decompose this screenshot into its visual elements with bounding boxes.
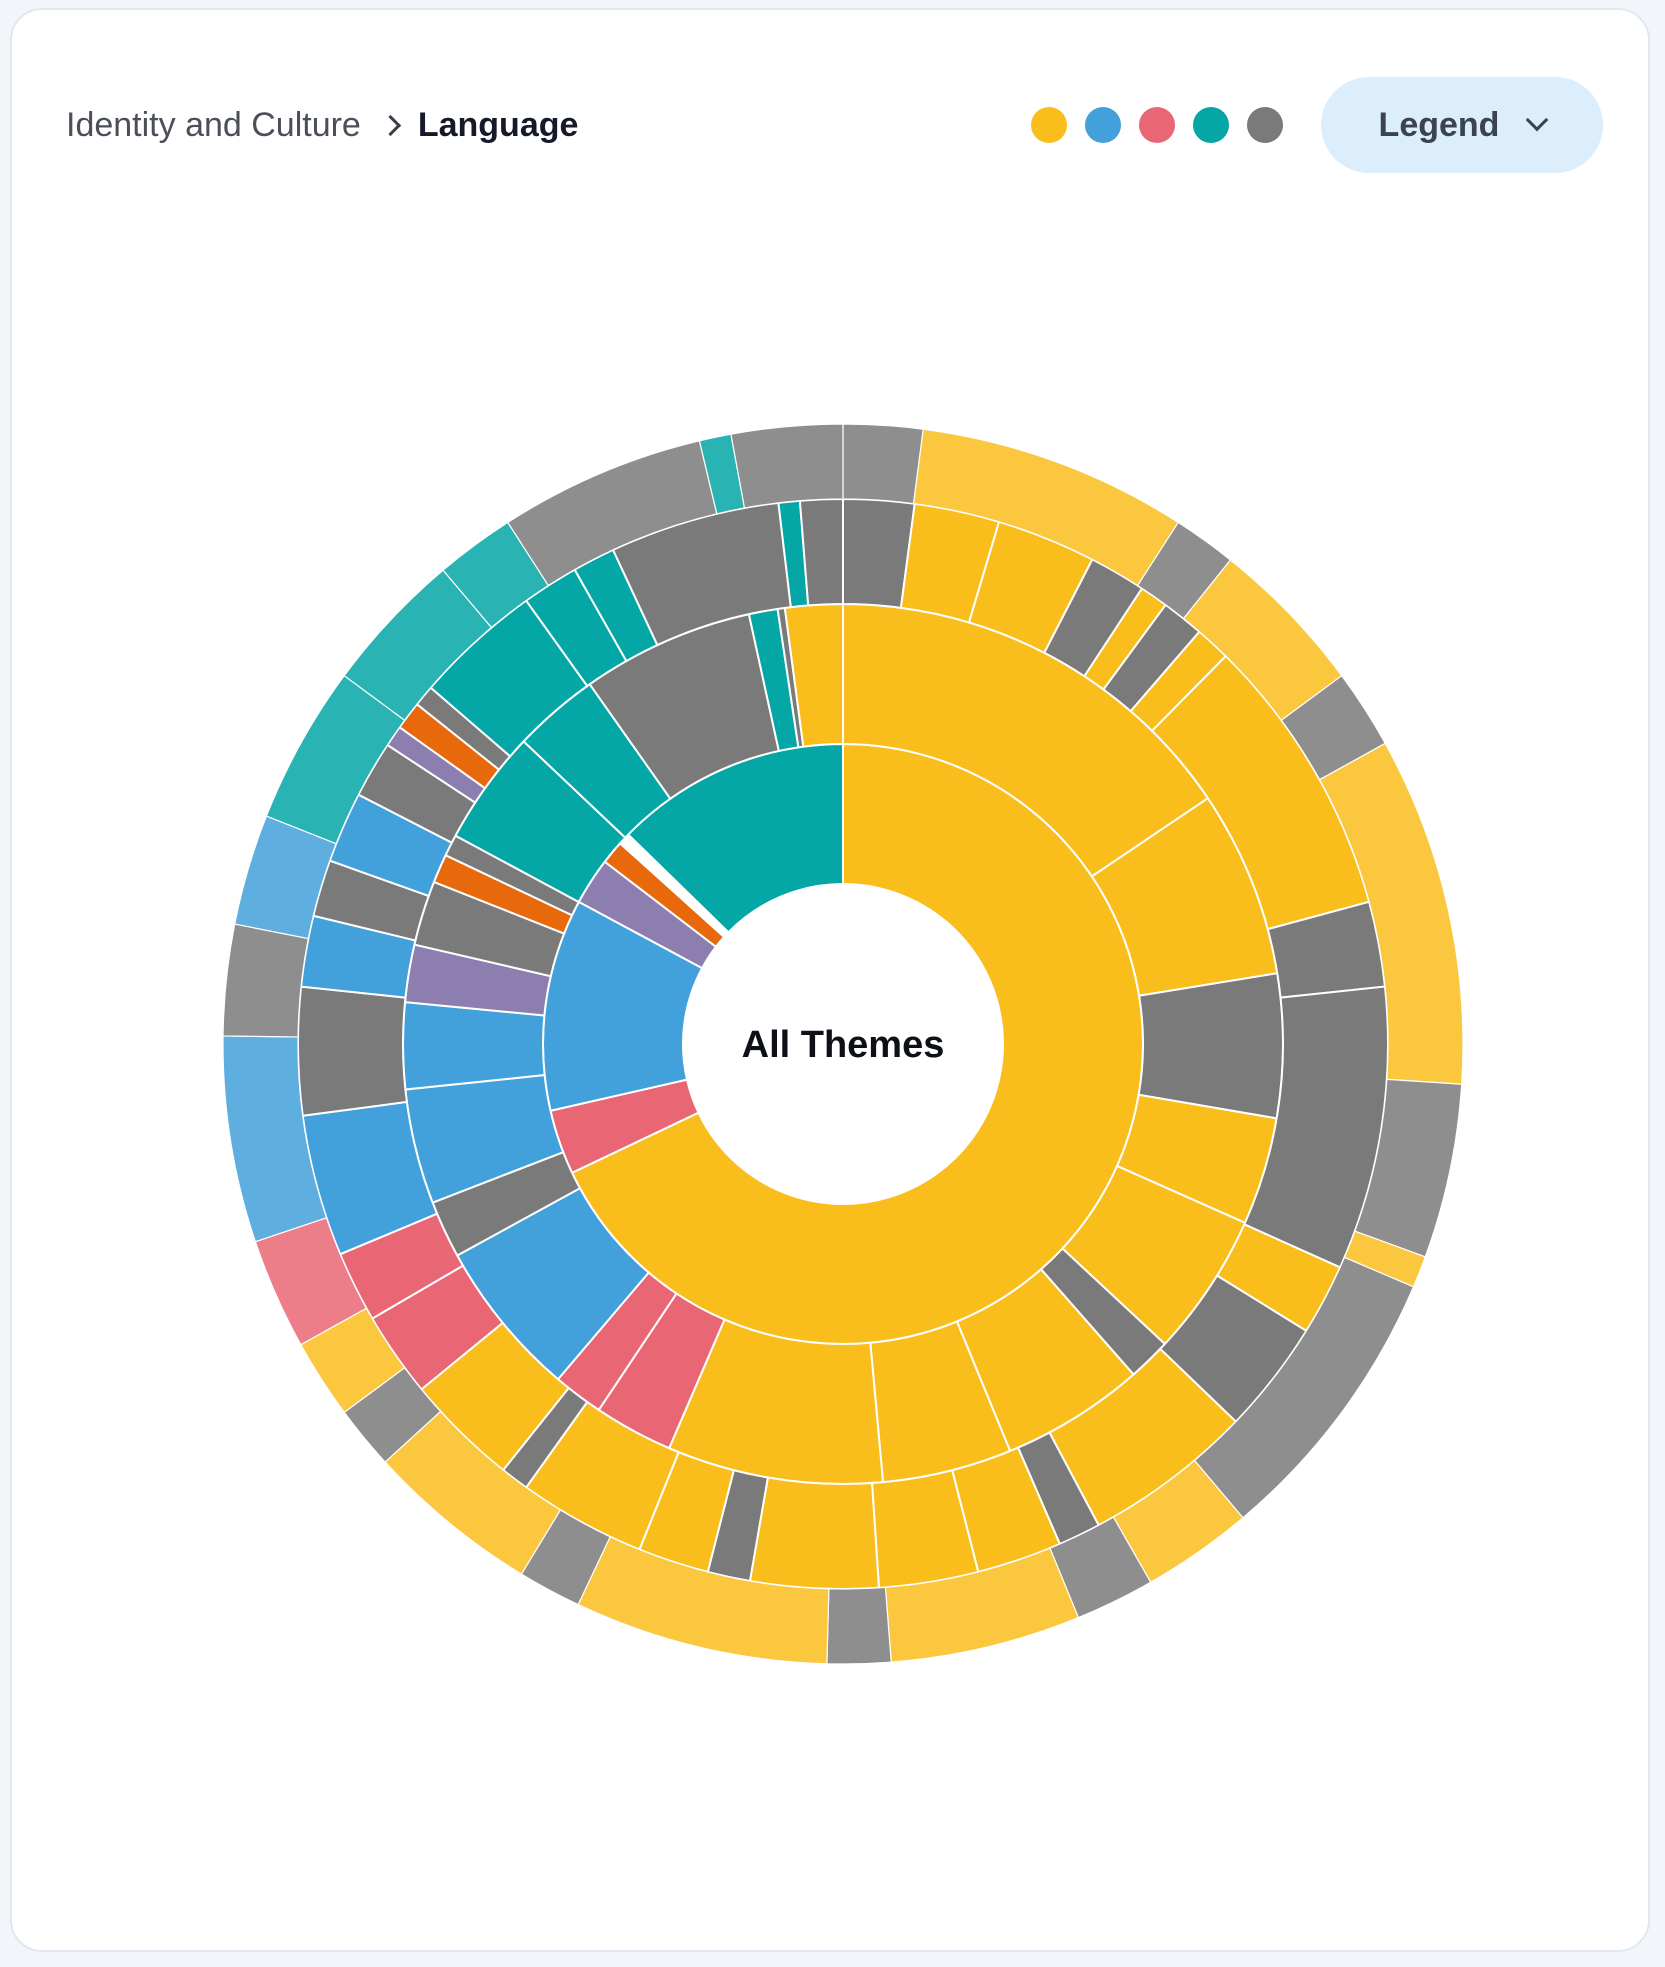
legend-swatch-yellow (1031, 107, 1067, 143)
chart-header: Identity and Culture Language Legend (66, 77, 1603, 173)
chevron-down-icon (1526, 108, 1549, 132)
sunburst-ring4-segment-12[interactable] (826, 1586, 892, 1665)
sunburst-ring2-segment-2[interactable] (1137, 972, 1284, 1120)
legend-swatch-blue (1085, 107, 1121, 143)
legend-swatch-teal (1193, 107, 1229, 143)
sunburst-ring4-segment-0[interactable] (842, 423, 924, 505)
sunburst-ring3-segment-25[interactable] (297, 985, 408, 1117)
legend-swatch-red (1139, 107, 1175, 143)
center-label: All Themes (742, 1024, 945, 1066)
legend-swatch-gray (1247, 107, 1283, 143)
sunburst-ring3-segment-16[interactable] (748, 1476, 881, 1590)
sunburst-center[interactable] (685, 886, 1001, 1202)
legend-dropdown-button[interactable]: Legend (1321, 77, 1603, 173)
legend-swatches (1013, 107, 1283, 143)
sunburst-ring4-segment-27[interactable] (730, 423, 844, 509)
breadcrumb-parent-link[interactable]: Identity and Culture (66, 105, 361, 144)
sunburst-ring4-segment-20[interactable] (222, 923, 310, 1038)
legend-tools: Legend (1013, 77, 1603, 173)
chevron-right-icon (379, 114, 401, 136)
sunburst-ring2-segment-14[interactable] (402, 1001, 546, 1091)
breadcrumb-current: Language (417, 105, 579, 144)
breadcrumb: Identity and Culture Language (66, 106, 578, 145)
sunburst-ring3-segment-38[interactable] (798, 497, 844, 607)
legend-button-label: Legend (1378, 105, 1500, 144)
